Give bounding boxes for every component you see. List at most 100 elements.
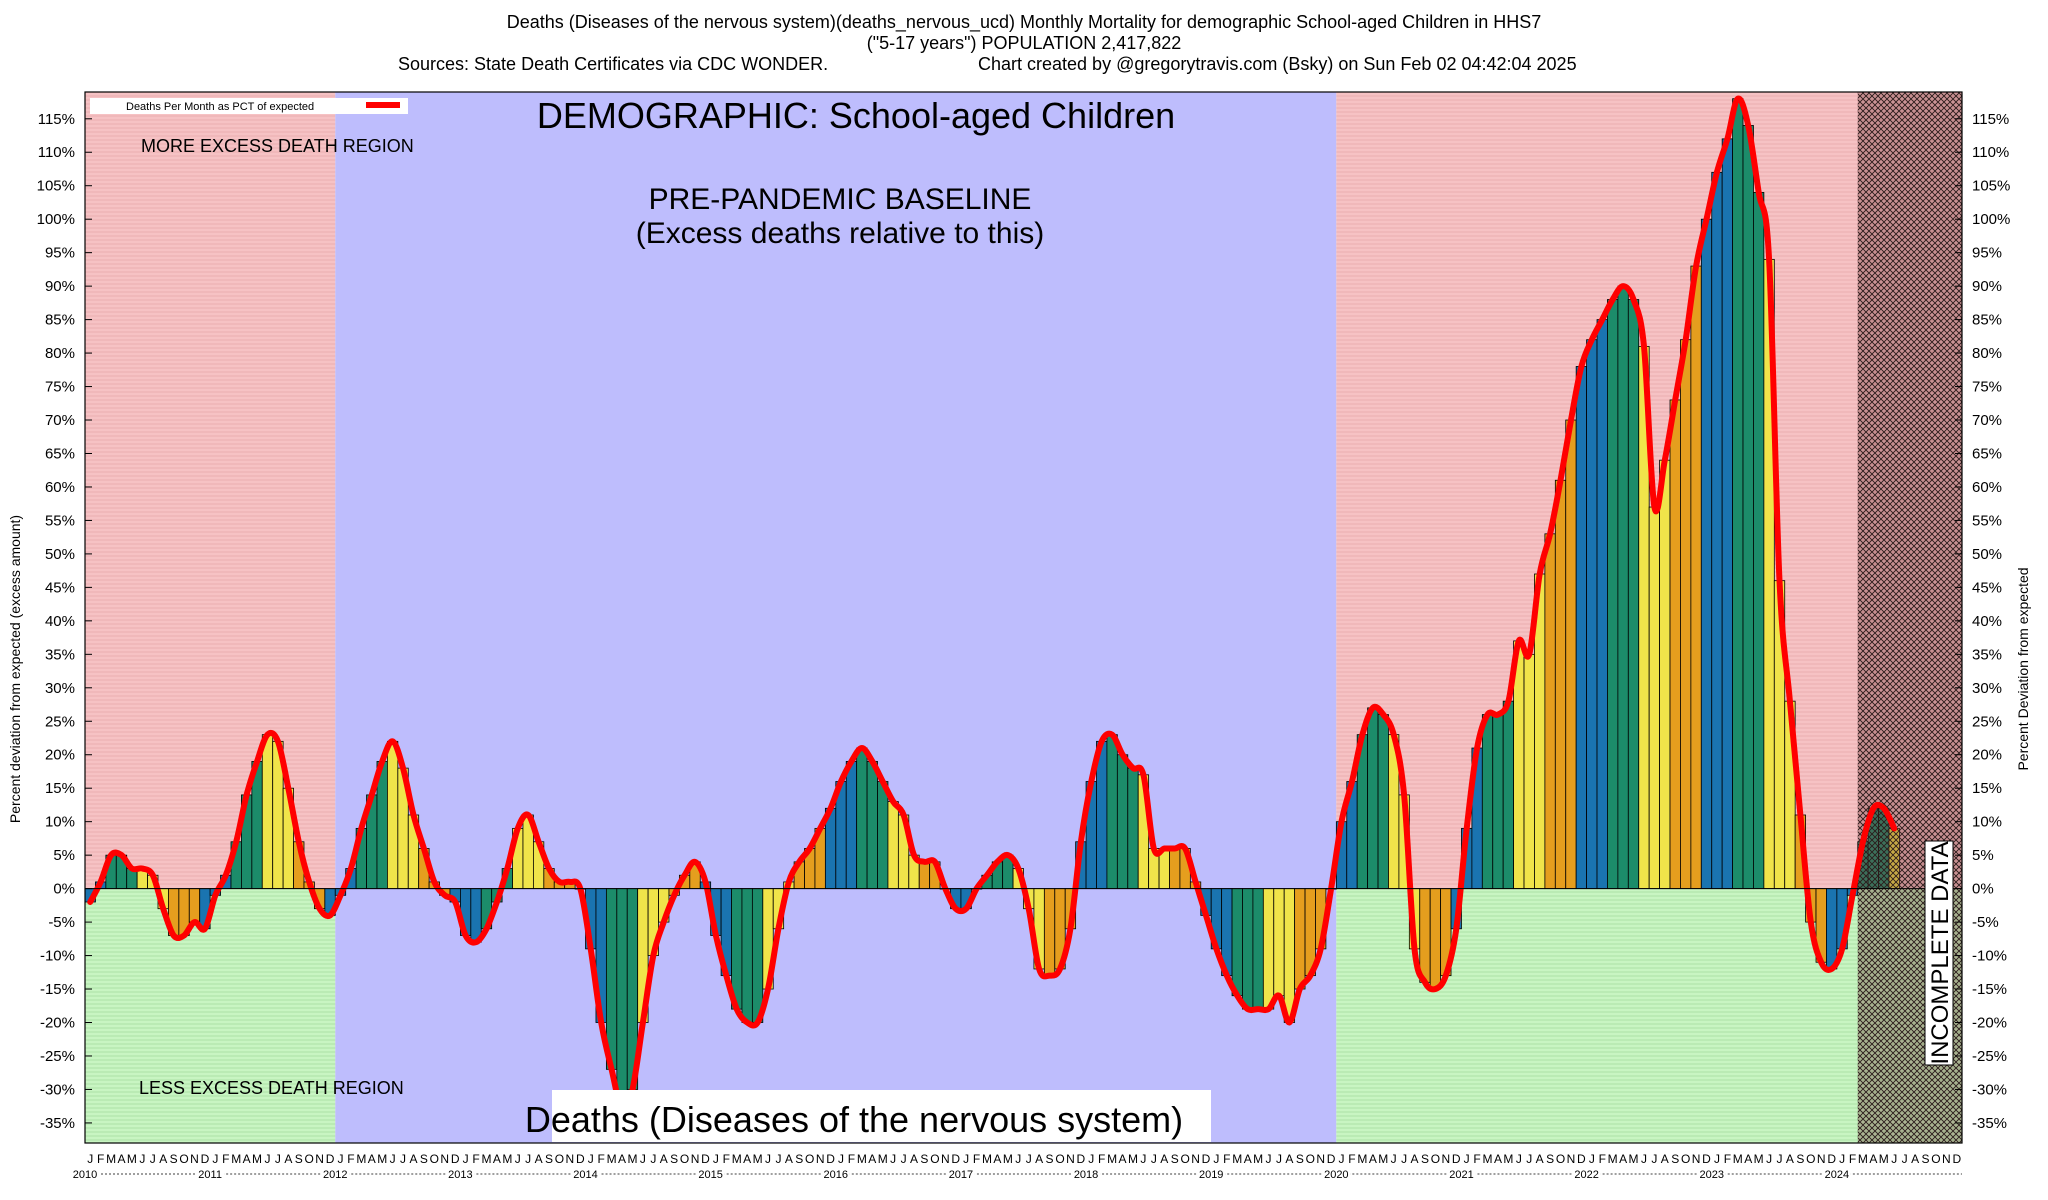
x-month-label: O <box>1556 1152 1565 1166</box>
y-axis-left: -35% -30% -25% -20% -15% -10% -5% 0% 5% 10% 15% 20%… <box>37 111 92 1132</box>
x-month-label: N <box>566 1152 575 1166</box>
x-month-label: M <box>627 1152 637 1166</box>
y-tick-label-right: 50% <box>1972 546 2002 563</box>
x-month-label: F <box>723 1152 730 1166</box>
bar <box>188 888 201 923</box>
bar <box>1607 299 1619 890</box>
x-month-label: M <box>1483 1152 1493 1166</box>
y-tick-label-right: 0% <box>1972 881 1994 898</box>
x-year-label-bg <box>1822 1167 1851 1180</box>
x-month-label: J <box>1213 1152 1219 1166</box>
x-month-label: O <box>305 1152 314 1166</box>
y-tick-label-right: 15% <box>1972 780 2002 797</box>
x-year-label: 2016 <box>824 1169 848 1181</box>
bar <box>1231 888 1243 997</box>
x-month-label: A <box>243 1152 251 1166</box>
x-month-label: D <box>951 1152 960 1166</box>
x-month-label: D <box>1577 1152 1586 1166</box>
bar <box>1523 653 1535 890</box>
x-month-label: F <box>1348 1152 1355 1166</box>
y-tick-label-left: 90% <box>45 278 75 295</box>
x-year-label: 2019 <box>1199 1169 1223 1181</box>
x-month-label: N <box>941 1152 950 1166</box>
x-month-label: O <box>555 1152 564 1166</box>
bar <box>741 888 753 1023</box>
x-month-label: N <box>1567 1152 1576 1166</box>
x-month-label: A <box>785 1152 793 1166</box>
x-month-label: N <box>190 1152 199 1166</box>
x-month-label: D <box>1952 1152 1961 1166</box>
x-month-label: A <box>368 1152 376 1166</box>
x-month-label: D <box>1077 1152 1086 1166</box>
y-tick-label-left: 15% <box>45 780 75 797</box>
demographic-label: DEMOGRAPHIC: School-aged Children <box>537 95 1175 136</box>
y-tick-label-left: 10% <box>45 814 75 831</box>
y-tick-label-right: -20% <box>1972 1015 2007 1032</box>
x-month-label: M <box>1629 1152 1639 1166</box>
more-excess-region-left <box>85 92 336 889</box>
x-month-label: D <box>1702 1152 1711 1166</box>
x-year-label-bg <box>1197 1167 1226 1180</box>
y-tick-label-right: 25% <box>1972 713 2002 730</box>
y-tick-label-right: 55% <box>1972 512 2002 529</box>
x-year-label: 2010 <box>73 1169 97 1181</box>
bar <box>866 761 878 890</box>
x-month-label: J <box>1839 1152 1845 1166</box>
x-month-label: S <box>1046 1152 1054 1166</box>
x-month-label: D <box>576 1152 585 1166</box>
x-month-label: J <box>264 1152 270 1166</box>
x-month-label: M <box>252 1152 262 1166</box>
bar <box>1826 888 1838 970</box>
bar <box>1721 138 1733 890</box>
x-month-label: M <box>1608 1152 1618 1166</box>
x-month-label: J <box>87 1152 93 1166</box>
bar <box>1106 734 1118 890</box>
y-tick-label-left: 5% <box>53 847 75 864</box>
x-month-label: M <box>607 1152 617 1166</box>
x-month-label: A <box>1494 1152 1502 1166</box>
bar <box>751 888 764 1023</box>
x-month-label: J <box>1766 1152 1772 1166</box>
x-month-label: M <box>127 1152 137 1166</box>
x-month-label: O <box>1055 1152 1064 1166</box>
x-month-label: F <box>598 1152 605 1166</box>
bar <box>1711 171 1723 890</box>
series-line <box>87 95 1898 1114</box>
x-month-label: F <box>848 1152 855 1166</box>
x-month-label: A <box>868 1152 876 1166</box>
x-year-label: 2018 <box>1074 1169 1098 1181</box>
x-month-label: M <box>1128 1152 1138 1166</box>
x-month-label: S <box>1171 1152 1179 1166</box>
bar <box>1680 339 1692 890</box>
bar <box>1127 767 1139 890</box>
x-month-label: J <box>1140 1152 1146 1166</box>
x-month-label: J <box>515 1152 521 1166</box>
bar <box>387 740 399 890</box>
x-month-label: A <box>1911 1152 1919 1166</box>
x-month-label: N <box>1692 1152 1701 1166</box>
x-month-label: A <box>1035 1152 1043 1166</box>
x-month-label: D <box>1327 1152 1336 1166</box>
incomplete-data-label: INCOMPLETE DATA <box>1927 841 1954 1064</box>
x-year-label-bg <box>571 1167 600 1180</box>
x-month-label: J <box>1902 1152 1908 1166</box>
chart-title-line1: Deaths (Diseases of the nervous system)(… <box>507 12 1542 33</box>
x-month-label: D <box>451 1152 460 1166</box>
x-month-label: M <box>106 1152 116 1166</box>
bar <box>1169 848 1181 890</box>
x-year-label-bg <box>1447 1167 1476 1180</box>
x-month-label: F <box>472 1152 479 1166</box>
x-year-label-bg <box>196 1167 225 1180</box>
y-tick-label-right: 10% <box>1972 814 2002 831</box>
x-month-label: J <box>139 1152 145 1166</box>
bar <box>1294 888 1306 990</box>
bar <box>1116 754 1129 890</box>
x-month-label: J <box>275 1152 281 1166</box>
x-month-label: S <box>1796 1152 1804 1166</box>
y-tick-label-right: -10% <box>1972 948 2007 965</box>
bar <box>1429 888 1442 990</box>
x-month-label: A <box>1160 1152 1168 1166</box>
